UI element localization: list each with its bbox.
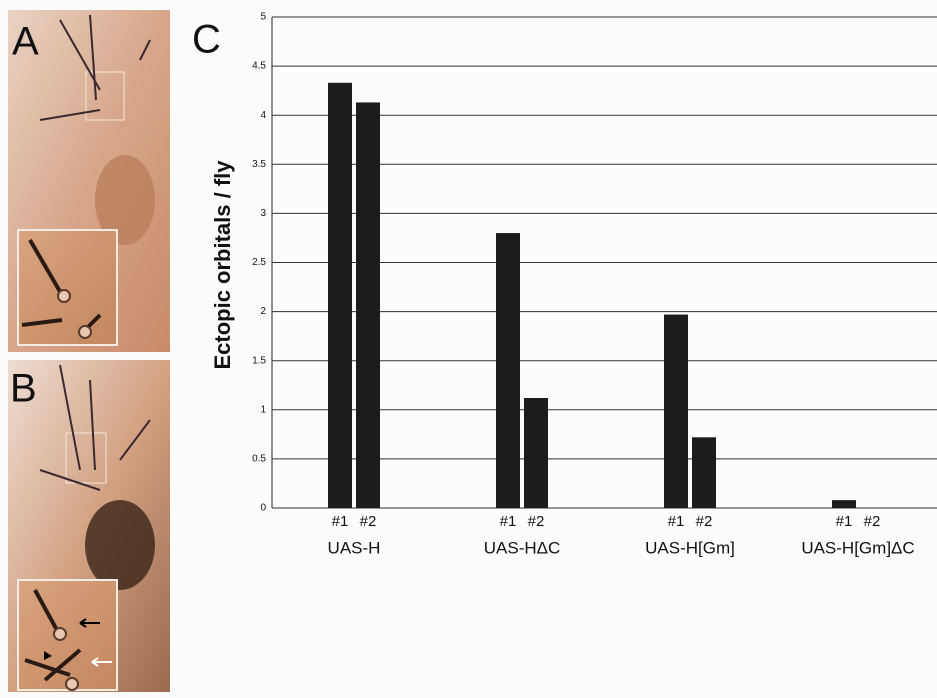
x-tick-label: #2 [528,513,545,530]
group-label: UAS-H[Gm]ΔC [801,538,914,557]
y-axis-title: Ectopic orbitals / fly [210,160,235,370]
x-tick-label: #2 [696,513,713,530]
y-tick-label: 3.5 [252,159,266,170]
y-tick-label: 3 [260,208,266,219]
y-tick-label: 0.5 [252,454,266,465]
x-tick-label: #1 [668,513,685,530]
bar [664,315,688,508]
group-label: UAS-H [328,538,381,557]
x-tick-label: #2 [864,513,881,530]
bar [524,398,548,508]
bar [496,233,520,508]
y-tick-label: 2 [260,306,266,317]
y-tick-label: 0 [260,503,266,514]
group-label: UAS-H[Gm] [645,538,735,557]
y-tick-label: 1 [260,404,266,415]
group-label: UAS-HΔC [484,538,561,557]
y-tick-label: 5 [260,12,266,23]
figure: A B C Ectopic orbitals / fly 0 0.5 1 1.5 2 2.… [0,0,937,698]
y-tick-label: 4 [260,110,266,121]
x-tick-label: #2 [360,513,377,530]
y-tick-label: 1.5 [252,355,266,366]
bar [692,437,716,508]
x-tick-label: #1 [500,513,517,530]
x-tick-label: #1 [836,513,853,530]
y-tick-label: 4.5 [252,61,266,72]
y-tick-label: 2.5 [252,257,266,268]
panel-label: C [192,18,221,62]
x-tick-label: #1 [332,513,349,530]
panel-label: A [12,20,39,64]
bar [328,83,352,508]
panel-label: B [10,367,37,411]
bar [356,102,380,508]
bar [832,500,856,508]
